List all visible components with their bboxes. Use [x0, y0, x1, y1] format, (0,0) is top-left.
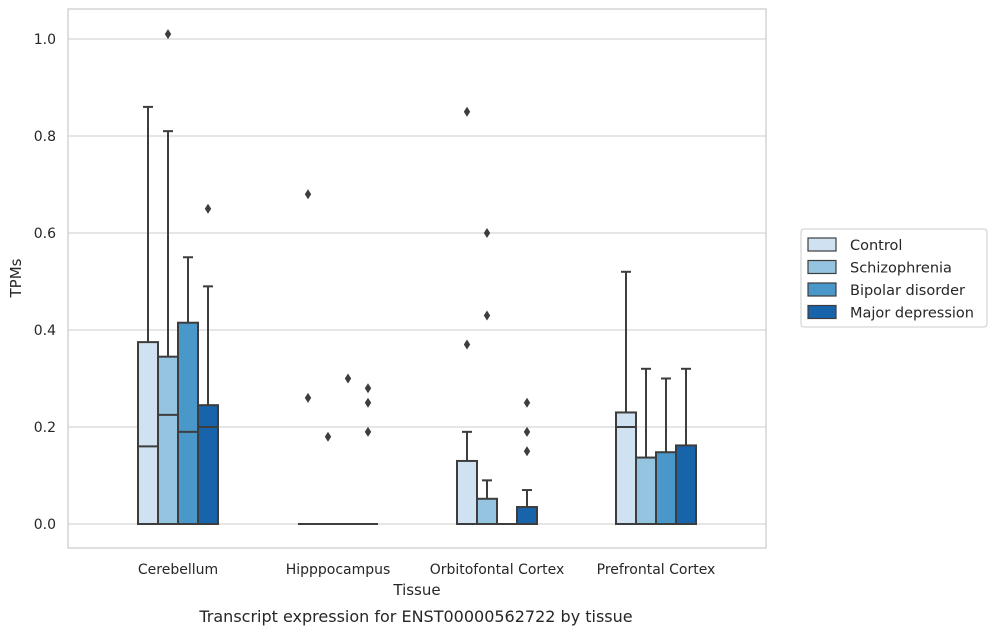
box-major-depression — [358, 383, 378, 525]
y-tick-label: 0.6 — [34, 226, 56, 242]
y-tick-label: 0.8 — [34, 129, 56, 145]
boxes — [137, 29, 697, 526]
box-body — [655, 451, 677, 525]
box-body — [675, 444, 697, 525]
plot-frame — [67, 8, 767, 549]
box-body — [197, 404, 219, 525]
outlier-point — [523, 426, 531, 437]
box-schizophrenia — [318, 431, 338, 525]
box-control — [137, 105, 159, 525]
box-bipolar-disorder — [338, 373, 358, 525]
box-control — [615, 270, 637, 526]
outlier-point — [204, 203, 212, 214]
outlier-point — [463, 339, 471, 350]
box-body — [516, 506, 538, 525]
y-tick-label: 0.0 — [34, 517, 56, 533]
box-schizophrenia — [157, 29, 179, 525]
outlier-point — [304, 189, 312, 200]
outlier-point — [164, 29, 172, 40]
outlier-point — [523, 446, 531, 457]
x-tick-label: Orbitofontal Cortex — [430, 562, 565, 578]
box-major-depression — [675, 367, 697, 525]
outlier-point — [324, 431, 332, 442]
box-body — [157, 355, 179, 525]
box-control — [298, 189, 318, 525]
box-body — [137, 341, 159, 525]
legend-swatch — [807, 304, 837, 320]
box-body — [635, 456, 657, 525]
x-tick-label: Cerebellum — [138, 562, 218, 578]
box-body — [476, 497, 498, 525]
box-major-depression — [516, 397, 538, 525]
y-tick-labels: 0.0 0.2 0.4 0.6 0.8 1.0 — [34, 32, 56, 533]
outlier-point — [344, 373, 352, 384]
box-body — [615, 411, 637, 526]
y-tick-label: 1.0 — [34, 32, 56, 48]
x-axis-label: Tissue — [392, 581, 440, 599]
legend: Control Schizophrenia Bipolar disorder Majo… — [800, 228, 988, 328]
outlier-point — [304, 392, 312, 403]
box-schizophrenia — [476, 228, 498, 525]
box-body — [177, 321, 199, 525]
legend-label: Bipolar disorder — [850, 283, 965, 299]
figure-caption: Transcript expression for ENST0000056272… — [198, 607, 632, 626]
legend-swatch — [807, 237, 837, 252]
box-body — [456, 459, 478, 526]
legend-frame — [800, 228, 988, 328]
outlier-point — [364, 383, 372, 394]
box-schizophrenia — [635, 367, 657, 525]
legend-swatch — [807, 259, 837, 275]
outlier-point — [483, 228, 491, 238]
outlier-point — [483, 310, 491, 321]
x-tick-label: Prefrontal Cortex — [597, 562, 716, 578]
y-tick-label: 0.4 — [34, 323, 56, 339]
box-bipolar-disorder — [655, 377, 677, 525]
x-tick-labels: Cerebellum Hipppocampus Orbitofontal Corte… — [138, 562, 715, 578]
legend-label: Major depression — [850, 306, 974, 322]
y-axis-label: TPMs — [7, 258, 25, 298]
legend-swatch — [807, 282, 837, 297]
y-tick-label: 0.2 — [34, 420, 56, 436]
legend-label: Control — [850, 238, 902, 254]
outlier-point — [523, 397, 531, 408]
outlier-point — [364, 426, 372, 437]
box-control — [456, 106, 478, 526]
x-tick-label: Hipppocampus — [286, 562, 391, 578]
legend-label: Schizophrenia — [850, 261, 952, 277]
box-bipolar-disorder — [177, 256, 199, 525]
outlier-point — [364, 397, 372, 408]
box-major-depression — [197, 203, 219, 525]
outlier-point — [463, 106, 471, 117]
